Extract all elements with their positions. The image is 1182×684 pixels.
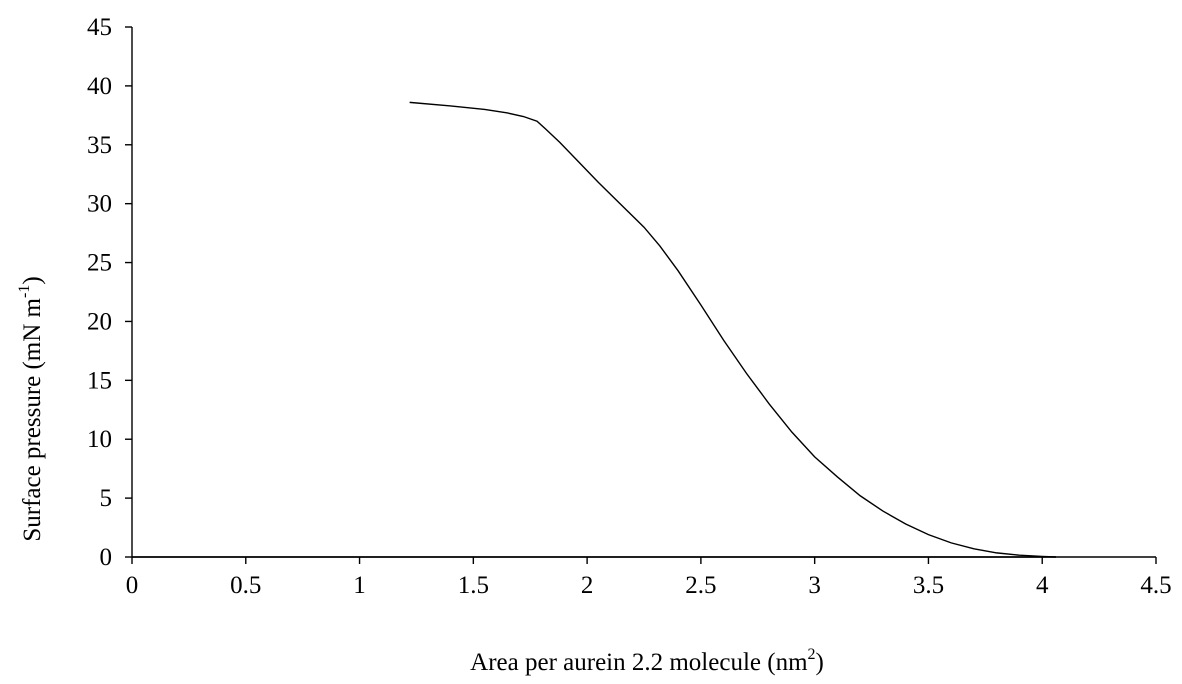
x-axis-title-sup: 2: [808, 646, 816, 663]
x-axis-title: Area per aurein 2.2 molecule (nm2): [470, 646, 824, 676]
x-tick-label: 1.5: [458, 572, 489, 599]
y-tick-label: 20: [87, 308, 112, 335]
x-axis-title-main: Area per aurein 2.2 molecule (nm: [470, 649, 808, 676]
y-axis-title: Surface pressure (mN m-1): [16, 276, 46, 541]
isotherm-curve: [409, 101, 1056, 558]
y-tick-label: 5: [100, 485, 113, 512]
x-tick-label: 2: [581, 572, 594, 599]
x-tick-label: 2.5: [685, 572, 716, 599]
y-tick-label: 10: [87, 426, 112, 453]
y-tick-label: 40: [87, 73, 112, 100]
y-tick-label: 0: [100, 544, 113, 571]
x-tick-label: 0.5: [230, 572, 261, 599]
y-tick-label: 45: [87, 14, 112, 41]
x-tick-label: 1: [353, 572, 366, 599]
plot-area: [132, 101, 1056, 558]
x-axis-title-end: ): [816, 649, 824, 676]
y-axis-title-sup: -1: [16, 285, 33, 298]
y-axis-title-end: ): [19, 276, 46, 284]
y-tick-label: 35: [87, 132, 112, 159]
x-ticks: 0 0.5 1 1.5 2 2.5 3 3.5 4 4.5: [126, 557, 1172, 599]
x-tick-label: 4: [1036, 572, 1049, 599]
x-tick-label: 4.5: [1140, 572, 1171, 599]
x-tick-label: 3.5: [913, 572, 944, 599]
y-tick-label: 25: [87, 250, 112, 277]
y-ticks: 0 5 10 15 20 25 30 35 40 45: [87, 14, 132, 571]
y-tick-label: 30: [87, 191, 112, 218]
y-tick-label: 15: [87, 367, 112, 394]
axes: [131, 27, 1156, 558]
x-tick-label: 0: [126, 572, 139, 599]
y-axis-title-main: Surface pressure (mN m: [19, 297, 46, 541]
x-tick-label: 3: [808, 572, 821, 599]
